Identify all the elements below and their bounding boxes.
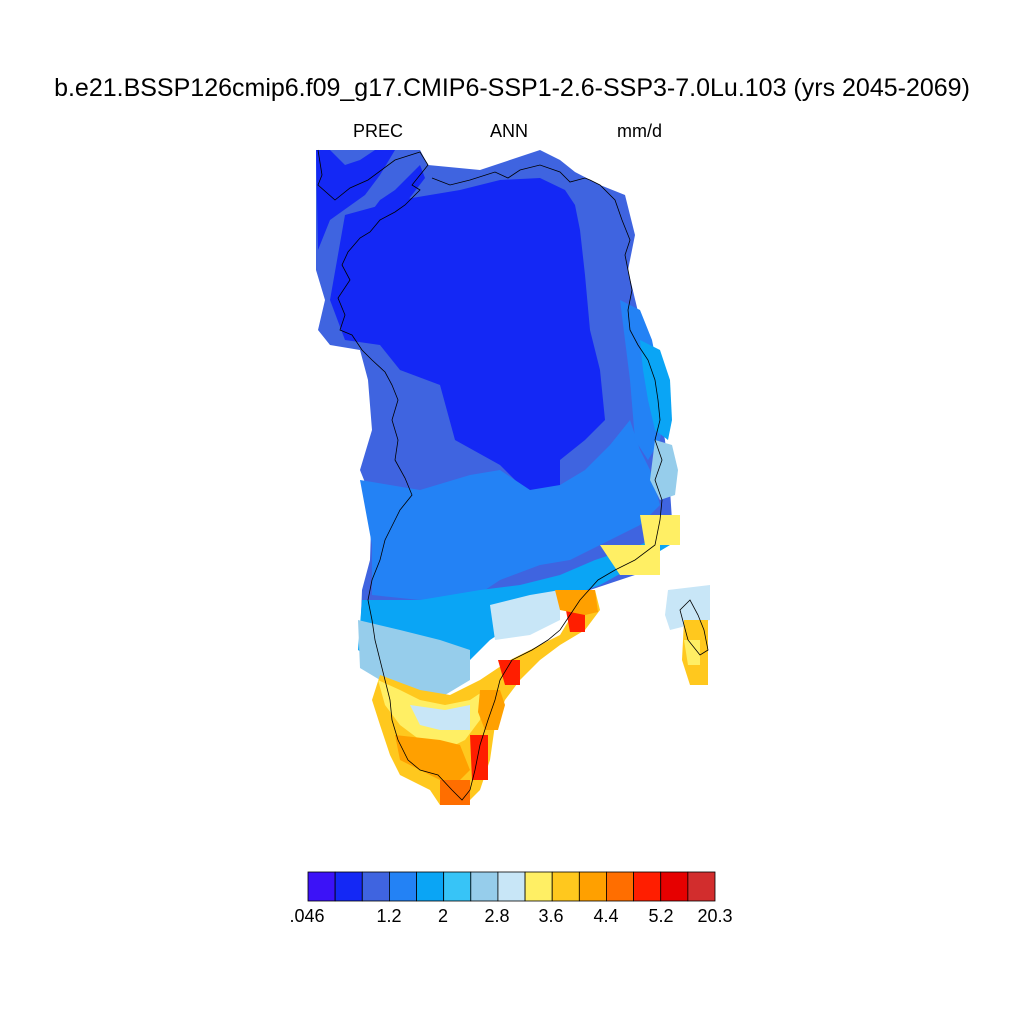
colorbar-tick-label: 1.2 (376, 906, 402, 926)
colorbar-tick-label: 2.8 (484, 906, 510, 926)
grid-cell (665, 585, 710, 630)
units-label: mm/d (617, 121, 662, 141)
grid-cell (640, 515, 680, 545)
coastline (317, 149, 663, 801)
colorbar-swatch (551, 871, 580, 902)
variable-label: PREC (353, 121, 404, 141)
colorbar-tick-label: 2 (437, 906, 449, 926)
coastline-island (679, 599, 709, 656)
colorbar-swatch (606, 871, 635, 902)
colorbar-swatch (660, 871, 689, 902)
colorbar-tick-label: 5.2 (648, 906, 674, 926)
colorbar-tick-label: 20.3 (697, 906, 733, 926)
colorbar-swatch (687, 871, 716, 902)
colorbar-swatch (334, 871, 363, 902)
colorbar-swatch (578, 871, 607, 902)
colorbar-swatch (389, 871, 417, 902)
grid-cell (360, 420, 660, 600)
season-label: ANN (490, 121, 529, 141)
colorbar-tick-label: 4.4 (593, 906, 619, 926)
grid-cell (640, 340, 672, 440)
plot-title: b.e21.BSSP126cmip6.f09_g17.CMIP6-SSP1-2.… (54, 74, 970, 102)
colorbar (307, 871, 716, 902)
grid-cell (365, 165, 425, 225)
colorbar-swatch (361, 871, 390, 902)
grid-cell (330, 178, 605, 490)
grid-cell (498, 660, 520, 685)
colorbar-tick-label: .046 (289, 906, 325, 926)
colorbar-swatch (443, 871, 472, 902)
grid-cell (358, 620, 470, 695)
grid-cell (395, 735, 470, 785)
grid-cells (316, 150, 710, 805)
colorbar-tick-label: 3.6 (538, 906, 564, 926)
grid-cell (555, 590, 598, 615)
colorbar-swatch (633, 871, 662, 902)
colorbar-swatch (524, 871, 553, 902)
colorbar-swatch (307, 871, 336, 902)
grid-cell (410, 705, 470, 730)
colorbar-swatch (470, 871, 499, 902)
grid-cell (470, 735, 488, 780)
grid-cell (490, 590, 560, 640)
grid-cell (684, 640, 700, 665)
colorbar-swatch (416, 871, 445, 902)
colorbar-swatch (497, 871, 526, 902)
